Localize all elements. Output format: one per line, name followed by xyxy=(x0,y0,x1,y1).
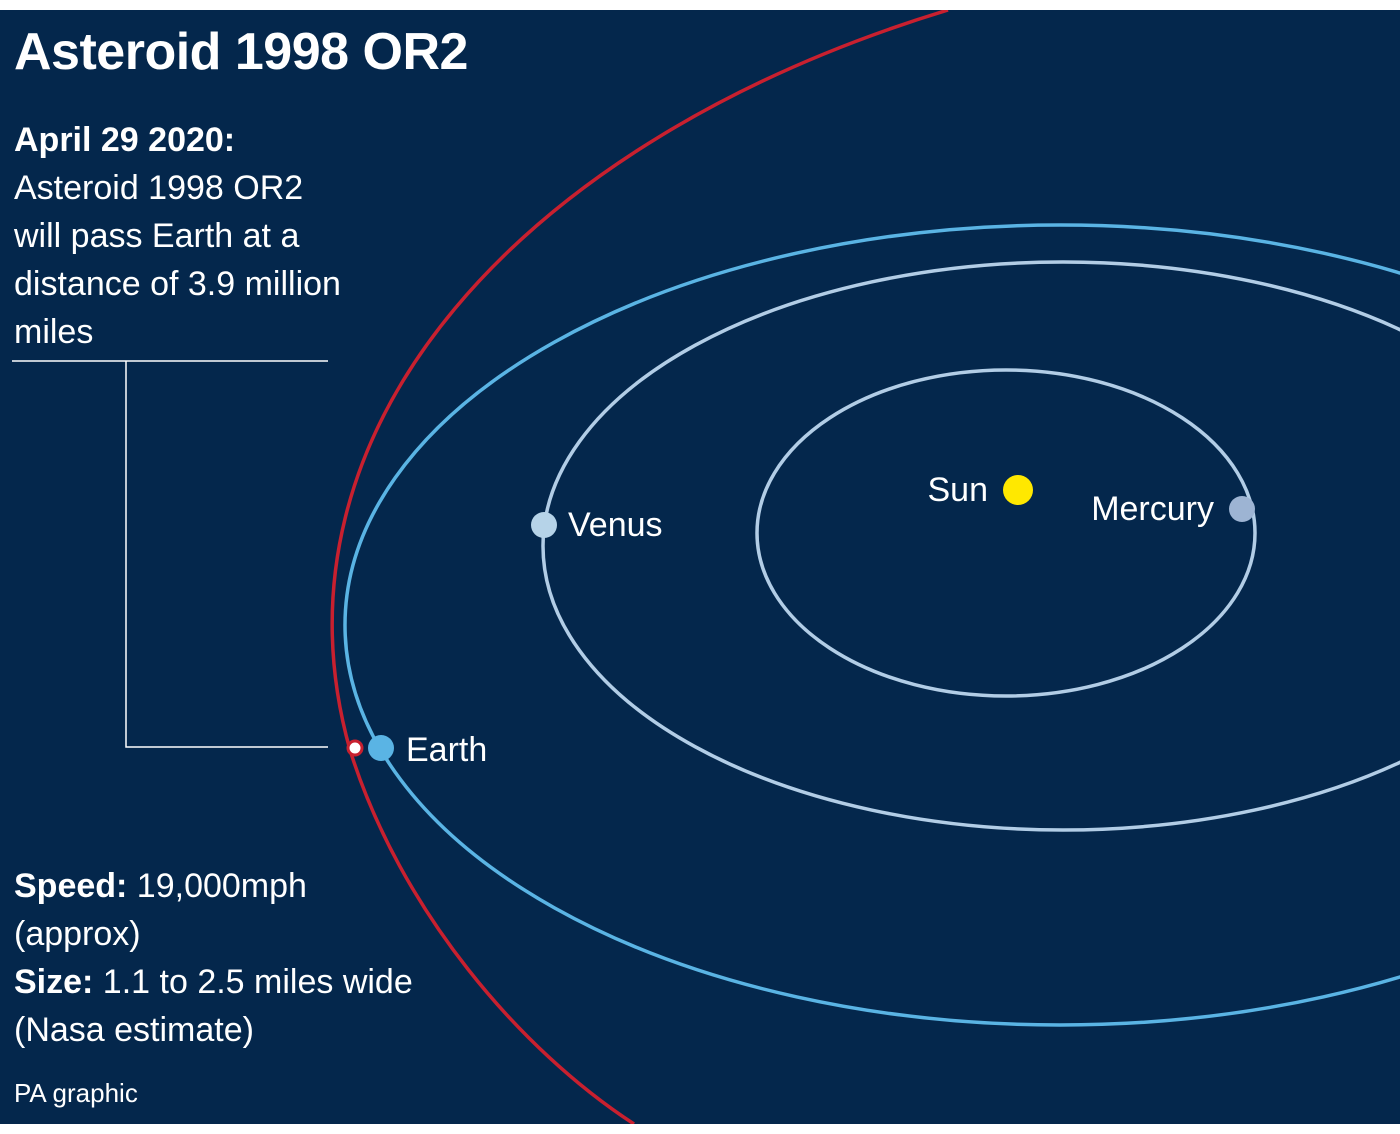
size-note: (Nasa estimate) xyxy=(14,1011,254,1049)
orbit-diagram: Sun Mercury Venus Earth xyxy=(12,10,1400,1124)
intro-date: April 29 2020: xyxy=(14,121,236,159)
mercury-label: Mercury xyxy=(1091,490,1214,528)
asteroid-marker xyxy=(346,739,364,757)
speed-line: Speed: 19,000mph xyxy=(14,862,474,910)
intro-text: April 29 2020: Asteroid 1998 OR2 will pa… xyxy=(14,116,344,356)
speed-value: 19,000mph xyxy=(127,867,307,905)
size-line: Size: 1.1 to 2.5 miles wide xyxy=(14,958,474,1006)
size-label: Size: xyxy=(14,963,94,1001)
venus-orbit xyxy=(541,260,1400,832)
mercury-orbit xyxy=(755,368,1257,698)
asteroid-facts: Speed: 19,000mph (approx) Size: 1.1 to 2… xyxy=(14,862,474,1054)
venus-marker xyxy=(531,512,557,538)
speed-label: Speed: xyxy=(14,867,128,905)
venus-label: Venus xyxy=(568,506,663,544)
speed-note: (approx) xyxy=(14,915,141,953)
graphic-panel: Sun Mercury Venus Earth Asteroid 1998 OR… xyxy=(0,10,1400,1124)
sun-marker xyxy=(1003,475,1033,505)
mercury-marker xyxy=(1229,496,1255,522)
credit-text: PA graphic xyxy=(14,1078,138,1108)
sun-label: Sun xyxy=(928,471,989,509)
page-title: Asteroid 1998 OR2 xyxy=(14,23,468,81)
earth-orbit xyxy=(343,223,1400,1027)
callout-connector-line xyxy=(125,361,328,748)
size-value: 1.1 to 2.5 miles wide xyxy=(93,963,413,1001)
earth-marker xyxy=(368,735,394,761)
intro-description: Asteroid 1998 OR2 will pass Earth at a d… xyxy=(14,169,341,351)
earth-label: Earth xyxy=(406,731,487,769)
asteroid-orbit xyxy=(330,10,949,1124)
